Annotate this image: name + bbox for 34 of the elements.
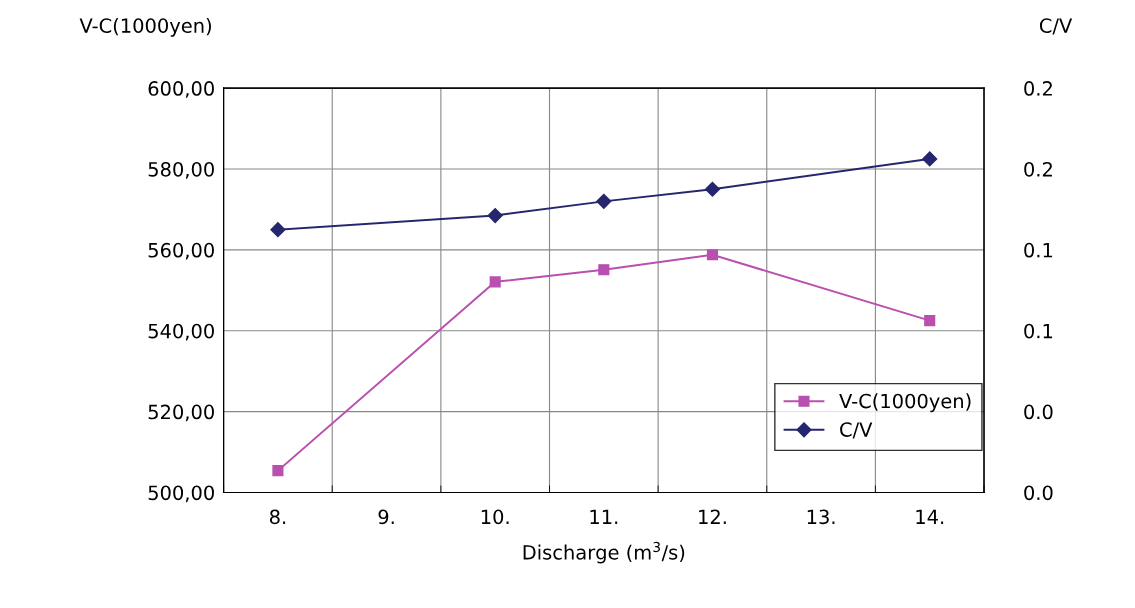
point <box>598 264 610 276</box>
x-axis-title: Discharge (m$^{3}$/s) <box>523 541 685 564</box>
point <box>704 181 721 197</box>
point <box>270 222 286 238</box>
y2-tick-label: 0.1 <box>1024 242 1053 258</box>
y-tick-label: 520,00 <box>148 404 214 422</box>
x-tick-label: 12. <box>699 509 726 524</box>
y2-tick-label: 0.2 <box>1024 161 1052 177</box>
y-tick-label: 500,00 <box>148 485 214 503</box>
point <box>922 151 938 167</box>
x-tick-label: 8. <box>269 509 286 525</box>
y-tick-label: 600,00 <box>148 81 214 98</box>
legend-label: C/V <box>840 422 873 439</box>
y-axis-title: V-C(1000yen) <box>79 17 211 37</box>
x-tick-label: 10. <box>481 509 509 525</box>
y-tick-label: 540,00 <box>148 323 214 341</box>
y-tick-label: 580,00 <box>148 161 214 179</box>
point <box>489 276 501 288</box>
x-tick-label: 11. <box>590 509 618 524</box>
legend-label: V-C(1000yen) <box>839 393 971 413</box>
point <box>596 193 612 209</box>
x-tick-label: 13. <box>807 509 835 525</box>
x-tick-label: 9. <box>378 509 394 525</box>
point <box>487 207 503 224</box>
y2-tick-label: 0.0 <box>1024 404 1053 420</box>
y-tick-label: 560,00 <box>148 242 214 260</box>
x-tick-label: 14. <box>916 509 944 524</box>
point <box>706 249 719 261</box>
y2-tick-label: 0.0 <box>1024 485 1053 501</box>
point <box>272 465 284 477</box>
y2-axis-title: C/V <box>1039 18 1073 35</box>
y2-tick-label: 0.2 <box>1024 81 1052 96</box>
y2-tick-label: 0.1 <box>1024 323 1053 339</box>
point <box>924 315 936 327</box>
